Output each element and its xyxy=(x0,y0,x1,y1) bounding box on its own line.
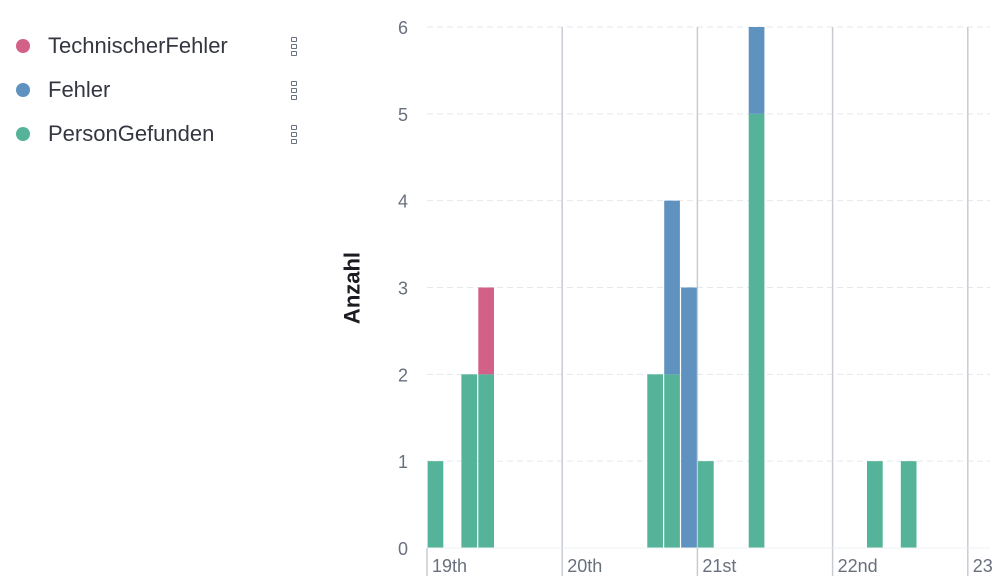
legend-item-persongefunden[interactable]: PersonGefunden xyxy=(16,112,316,156)
x-tick-label: 20th xyxy=(567,556,602,576)
bar-segment xyxy=(748,113,765,548)
bar-segment xyxy=(478,287,494,375)
x-tick-label: 22nd xyxy=(838,556,878,576)
axes: 0 1 2 3 4 5 6 19th 20th 21st 22nd 23rd xyxy=(398,18,992,576)
y-tick-label: 1 xyxy=(398,452,408,472)
x-tick-label: 19th xyxy=(432,556,467,576)
y-tick-label: 6 xyxy=(398,18,408,38)
legend-item-label: TechnischerFehler xyxy=(48,33,228,58)
bar-segment xyxy=(478,374,494,548)
legend-color-dot xyxy=(16,127,30,141)
legend-color-dot xyxy=(16,83,30,97)
vertical-dots-icon[interactable] xyxy=(289,76,299,104)
y-tick-label: 0 xyxy=(398,539,408,559)
bar-segment xyxy=(461,374,478,548)
y-tick-label: 4 xyxy=(398,192,408,212)
y-tick-label: 3 xyxy=(398,279,408,299)
bar-segment xyxy=(647,374,663,548)
legend-item-label: PersonGefunden xyxy=(48,121,215,146)
bar-segment xyxy=(867,461,883,548)
legend-color-dot xyxy=(16,39,30,53)
bar-segment xyxy=(664,374,680,548)
y-axis-title: Anzahl xyxy=(340,252,365,324)
grid-lines xyxy=(427,26,990,462)
x-tick-label: 21st xyxy=(702,556,736,576)
bar-segment xyxy=(748,27,765,114)
bar-segment xyxy=(681,287,697,548)
day-separator-lines xyxy=(561,27,969,548)
bar-segment xyxy=(900,461,917,548)
vertical-dots-icon[interactable] xyxy=(289,32,299,60)
vertical-dots-icon[interactable] xyxy=(289,120,299,148)
y-tick-label: 2 xyxy=(398,365,408,385)
bar-segment xyxy=(427,461,444,548)
bar-segment xyxy=(664,200,680,375)
chart-legend: TechnischerFehler Fehler PersonGefunden xyxy=(16,24,316,156)
y-tick-label: 5 xyxy=(398,105,408,125)
legend-item-technischerfehler[interactable]: TechnischerFehler xyxy=(16,24,316,68)
bars xyxy=(427,27,917,548)
bar-segment xyxy=(698,461,714,548)
legend-item-label: Fehler xyxy=(48,77,111,102)
legend-item-fehler[interactable]: Fehler xyxy=(16,68,316,112)
x-tick-label: 23rd xyxy=(973,556,992,576)
